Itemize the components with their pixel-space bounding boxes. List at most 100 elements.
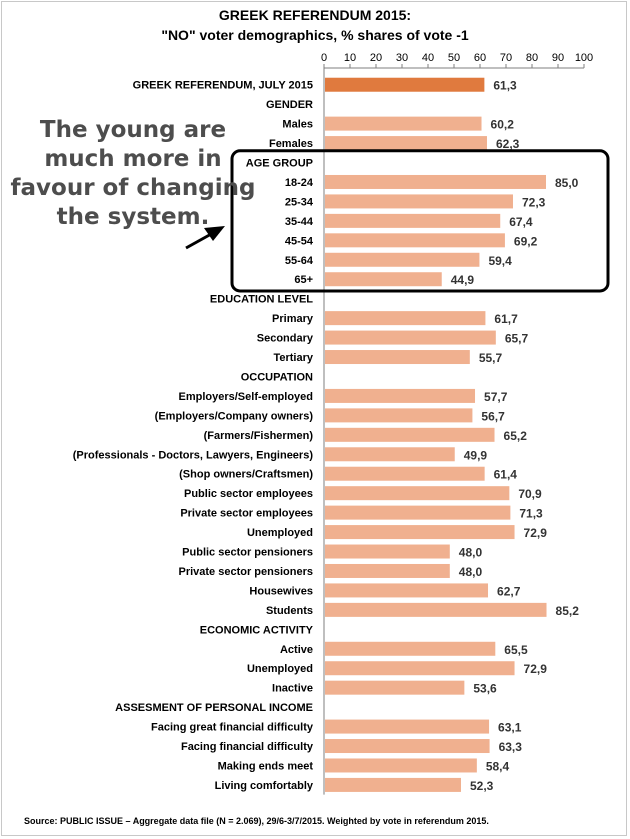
bar — [325, 602, 547, 617]
category-label: (Professionals - Doctors, Lawyers, Engin… — [73, 449, 314, 461]
data-label: 70,9 — [518, 487, 542, 501]
bar — [325, 563, 450, 578]
chart-subtitle: "NO" voter demographics, % shares of vot… — [161, 27, 469, 43]
bar — [325, 525, 515, 540]
bar — [325, 661, 515, 676]
source-note: Source: PUBLIC ISSUE – Aggregate data fi… — [24, 816, 489, 826]
bar — [325, 116, 482, 131]
category-label: 25-34 — [285, 196, 314, 208]
bar — [325, 252, 480, 267]
category-label: Tertiary — [273, 352, 313, 364]
data-label: 69,2 — [514, 234, 538, 248]
x-tick-label: 70 — [500, 52, 512, 64]
bar — [325, 777, 461, 792]
data-label: 71,3 — [519, 507, 543, 521]
bar — [325, 505, 511, 520]
data-label: 48,0 — [459, 565, 483, 579]
group-header-label: OCCUPATION — [241, 371, 313, 383]
data-label: 63,3 — [499, 740, 523, 754]
data-label: 65,2 — [504, 429, 528, 443]
bar — [325, 466, 485, 481]
x-tick-label: 90 — [552, 52, 564, 64]
category-label: Active — [280, 644, 313, 656]
group-header-label: AGE GROUP — [246, 158, 313, 170]
category-label: (Employers/Company owners) — [155, 410, 314, 422]
chart-title: GREEK REFERENDUM 2015: — [218, 7, 412, 23]
bar — [325, 427, 495, 442]
category-label: Public sector pensioners — [182, 547, 313, 559]
x-tick-label: 10 — [344, 52, 356, 64]
total-bar — [325, 77, 485, 92]
category-label: 35-44 — [285, 216, 314, 228]
category-label: GREEK REFERENDUM, JULY 2015 — [133, 80, 313, 92]
bar — [325, 311, 486, 326]
bar — [325, 330, 496, 345]
data-label: 58,4 — [486, 759, 510, 773]
data-label: 65,5 — [504, 643, 528, 657]
bar — [325, 194, 513, 209]
x-tick-label: 80 — [526, 52, 538, 64]
category-label: Inactive — [272, 683, 313, 695]
category-label: Private sector employees — [180, 508, 313, 520]
bar — [325, 233, 505, 248]
x-tick-label: 40 — [422, 52, 434, 64]
group-header-label: GENDER — [266, 99, 313, 111]
data-label: 67,4 — [509, 215, 533, 229]
data-label: 59,4 — [488, 254, 512, 268]
bar — [325, 739, 490, 754]
category-label: Males — [282, 119, 313, 131]
data-label: 61,4 — [494, 468, 518, 482]
bar — [325, 408, 473, 423]
category-label: Public sector employees — [184, 488, 313, 500]
data-label: 48,0 — [459, 546, 483, 560]
category-label: 55-64 — [285, 255, 314, 267]
bar — [325, 486, 510, 501]
data-label: 72,9 — [524, 662, 548, 676]
data-label: 65,7 — [505, 332, 529, 346]
x-tick-label: 30 — [396, 52, 408, 64]
category-label: Facing financial difficulty — [181, 741, 314, 753]
age-group-highlight-box — [230, 149, 610, 293]
category-label: Facing great financial difficulty — [151, 722, 314, 734]
annotation-text: The young are much more in favour of cha… — [10, 117, 256, 230]
x-tick-label: 100 — [575, 52, 593, 64]
bar — [325, 272, 442, 287]
bar — [325, 680, 465, 695]
data-label: 61,3 — [493, 79, 517, 93]
x-tick-label: 20 — [370, 52, 382, 64]
bar — [325, 388, 476, 403]
bar — [325, 583, 489, 598]
data-label: 52,3 — [470, 779, 494, 793]
category-label: Unemployed — [247, 663, 313, 675]
data-label: 72,9 — [524, 526, 548, 540]
category-label: Housewives — [249, 585, 313, 597]
data-label: 55,7 — [479, 351, 503, 365]
data-label: 44,9 — [451, 273, 475, 287]
data-label: 72,3 — [522, 195, 546, 209]
data-label: 49,9 — [464, 448, 488, 462]
x-tick-label: 50 — [448, 52, 460, 64]
category-label: 65+ — [294, 274, 313, 286]
category-label: Secondary — [257, 333, 314, 345]
data-label: 53,6 — [473, 682, 497, 696]
data-label: 62,3 — [496, 137, 520, 151]
data-label: 62,7 — [497, 584, 521, 598]
category-label: (Farmers/Fishermen) — [204, 430, 314, 442]
group-header-label: ECONOMIC ACTIVITY — [200, 624, 314, 636]
category-label: Living comfortably — [215, 780, 314, 792]
category-label: 45-54 — [285, 235, 314, 247]
bar — [325, 544, 450, 559]
category-label: (Shop owners/Craftsmen) — [179, 469, 313, 481]
bar — [325, 136, 487, 151]
data-label: 63,1 — [498, 721, 522, 735]
category-label: Students — [266, 605, 313, 617]
x-tick-label: 60 — [474, 52, 486, 64]
category-label: Private sector pensioners — [178, 566, 313, 578]
bar — [325, 641, 496, 656]
data-label: 56,7 — [481, 409, 505, 423]
category-label: 18-24 — [285, 177, 314, 189]
bar — [325, 758, 477, 773]
category-label: Making ends meet — [218, 760, 314, 772]
